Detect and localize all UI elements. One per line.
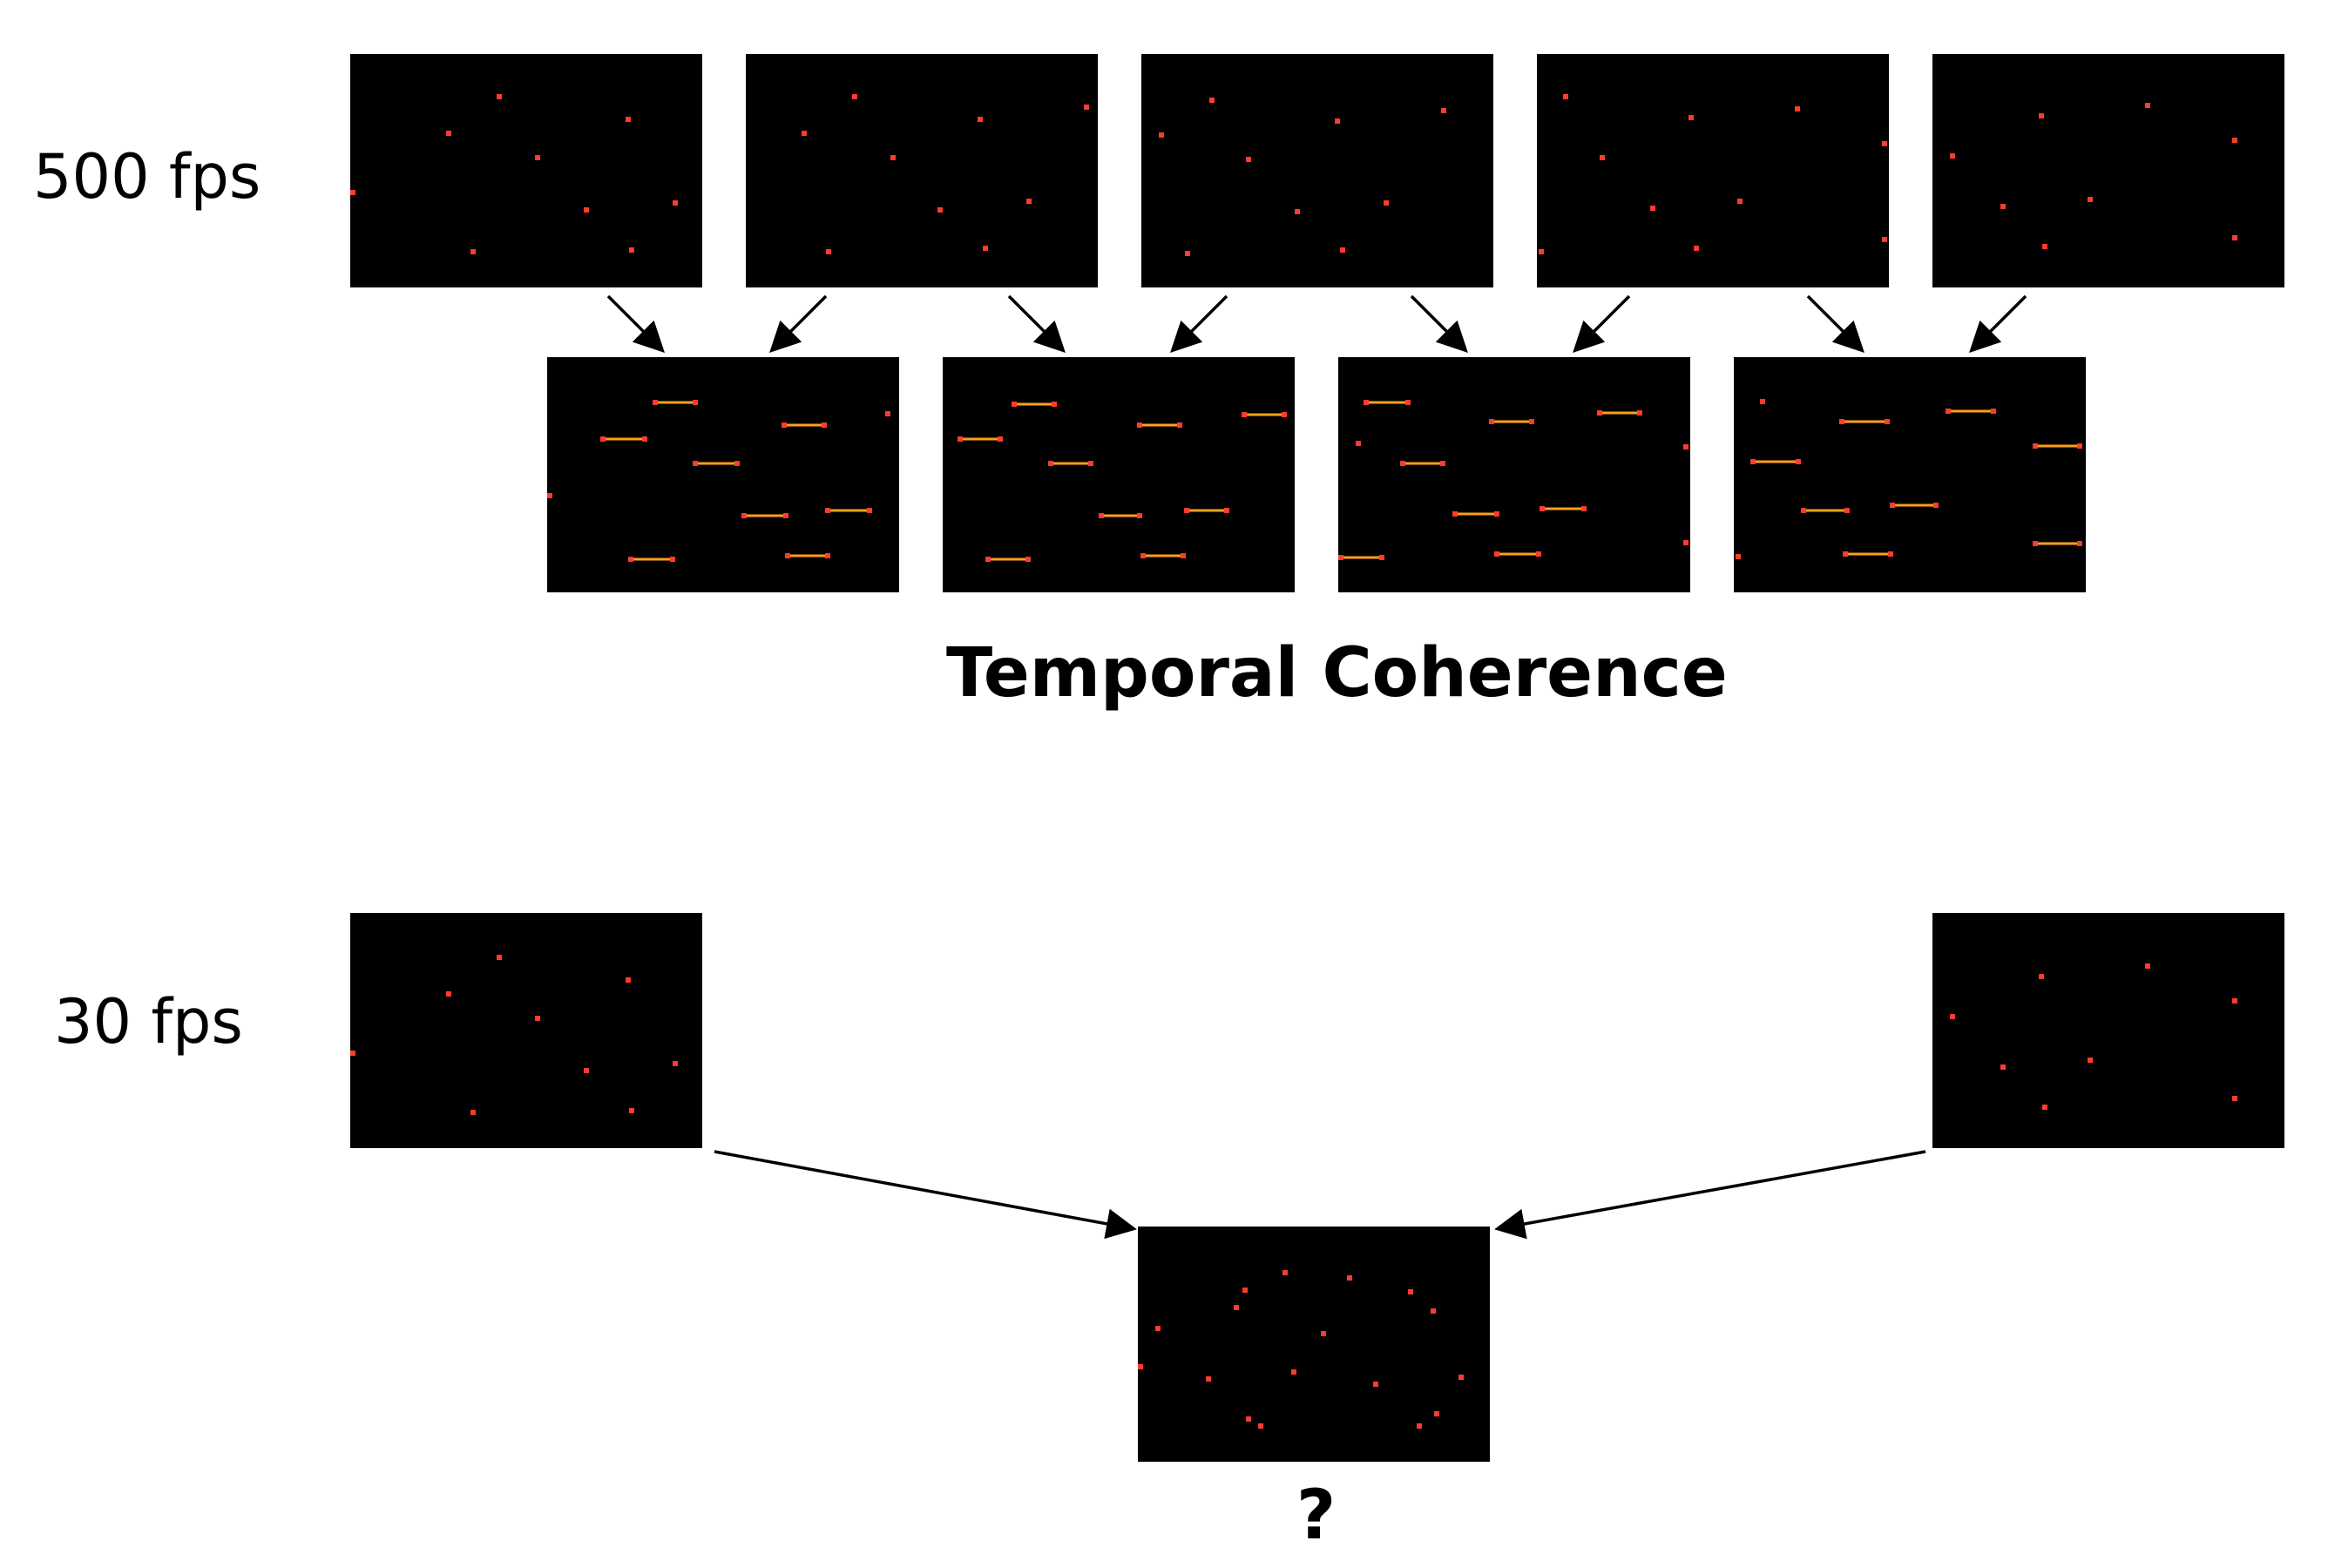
arrow-icon: [1007, 294, 1066, 353]
frame-coherence-1: [547, 357, 899, 592]
temporal-coherence-title: Temporal Coherence: [946, 634, 1728, 713]
label-30-fps: 30 fps: [54, 986, 243, 1058]
question-mark: ?: [1296, 1477, 1337, 1555]
arrow-icon: [606, 294, 665, 353]
label-500-fps: 500 fps: [33, 141, 261, 213]
arrow-icon: [1969, 294, 2027, 353]
arrow-icon: [714, 1150, 1137, 1240]
arrow-icon: [1573, 294, 1631, 353]
arrow-icon: [1494, 1150, 1926, 1240]
frame-500fps-3: [1141, 54, 1493, 287]
arrow-icon: [1170, 294, 1228, 353]
frame-coherence-4: [1734, 357, 2086, 592]
arrow-icon: [1410, 294, 1468, 353]
arrow-icon: [769, 294, 828, 353]
frame-500fps-5: [1932, 54, 2284, 287]
frame-30fps-end: [1932, 913, 2284, 1148]
arrow-icon: [1806, 294, 1864, 353]
frame-500fps-4: [1537, 54, 1889, 287]
frame-coherence-3: [1338, 357, 1690, 592]
frame-500fps-1: [350, 54, 702, 287]
frame-interpolated-unknown: [1138, 1227, 1490, 1462]
frame-coherence-2: [943, 357, 1295, 592]
frame-500fps-2: [746, 54, 1098, 287]
frame-30fps-start: [350, 913, 702, 1148]
